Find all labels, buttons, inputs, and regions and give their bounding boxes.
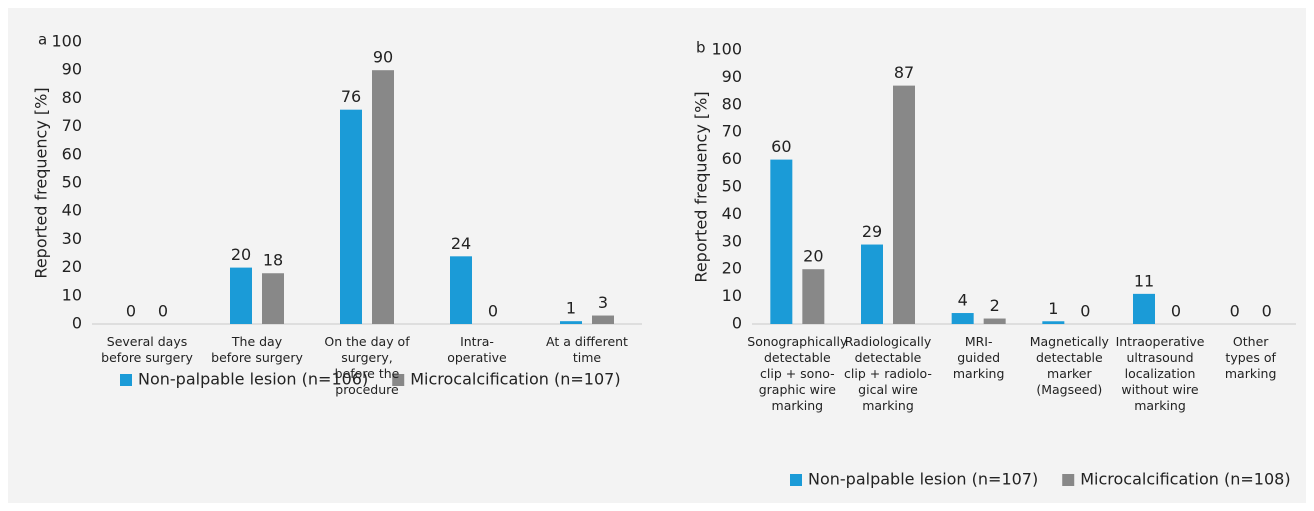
value-label: 24 [451, 234, 471, 253]
y-tick-label: 20 [722, 259, 742, 278]
x-tick-label: Several days before surgery [101, 334, 193, 365]
value-label: 2 [990, 296, 1000, 315]
y-tick-label: 50 [62, 173, 82, 192]
x-tick-label: The day before surgery [211, 334, 303, 365]
bar [340, 109, 362, 325]
legend-label: Microcalcification (n=108) [1080, 470, 1290, 489]
x-tick-label: Intra- operative [447, 334, 507, 365]
y-axis-label: Reported frequency [%] [32, 87, 51, 278]
x-tick-label: Sonographically detectable clip + sono- … [747, 334, 848, 413]
y-tick-label: 10 [722, 286, 742, 305]
x-tick-label: Intraoperative ultrasound localization w… [1115, 334, 1205, 413]
value-label: 0 [1262, 302, 1272, 321]
y-tick-label: 0 [732, 314, 742, 333]
bar [951, 313, 974, 324]
value-label: 4 [958, 291, 968, 310]
x-tick-label: At a different time [546, 334, 628, 365]
value-label: 29 [862, 222, 882, 241]
x-tick-label: MRI- guided marking [952, 334, 1005, 381]
value-label: 0 [126, 302, 136, 321]
bar [230, 267, 252, 324]
y-tick-label: 40 [722, 204, 742, 223]
bar [560, 321, 582, 324]
x-tick-label: Magnetically detectable marker (Magseed) [1029, 334, 1109, 397]
value-label: 1 [1048, 299, 1058, 318]
panel-label: a [38, 31, 47, 49]
x-tick-label: On the day of surgery, before the proced… [324, 334, 410, 397]
value-label: 76 [341, 87, 361, 106]
value-label: 0 [1230, 302, 1240, 321]
bar [983, 318, 1006, 324]
bar [450, 256, 472, 324]
y-tick-label: 90 [62, 60, 82, 79]
bar [262, 273, 284, 324]
y-tick-label: 100 [711, 40, 742, 59]
y-tick-label: 80 [62, 88, 82, 107]
y-tick-label: 40 [62, 201, 82, 220]
value-label: 0 [1171, 302, 1181, 321]
legend-label: Microcalcification (n=107) [410, 370, 620, 389]
y-axis-label: Reported frequency [%] [692, 91, 711, 282]
value-label: 3 [598, 293, 608, 312]
legend-label: Non-palpable lesion (n=107) [808, 470, 1038, 489]
value-label: 11 [1134, 271, 1154, 290]
bar [893, 85, 915, 325]
bar [1133, 293, 1155, 324]
legend-swatch [392, 374, 405, 386]
y-tick-label: 60 [722, 149, 742, 168]
y-tick-label: 0 [72, 314, 82, 333]
bar [372, 70, 394, 324]
y-tick-label: 20 [62, 257, 82, 276]
legend-swatch [120, 374, 132, 386]
y-tick-label: 30 [62, 229, 82, 248]
y-tick-label: 60 [62, 144, 82, 163]
value-label: 87 [894, 63, 914, 82]
bar [1042, 321, 1065, 324]
panel-label: b [696, 39, 706, 57]
bar [802, 269, 825, 324]
y-tick-label: 10 [62, 285, 82, 304]
value-label: 20 [231, 245, 251, 264]
x-tick-label: Radiologically detectable clip + radiolo… [844, 334, 932, 413]
y-tick-label: 30 [722, 231, 742, 250]
value-label: 60 [771, 137, 791, 156]
bar [770, 159, 793, 324]
background [8, 8, 1306, 503]
value-label: 20 [803, 247, 823, 266]
value-label: 18 [263, 251, 283, 270]
legend-swatch [1062, 474, 1075, 486]
x-tick-label: Other types of marking [1224, 334, 1277, 381]
legend-swatch [790, 474, 802, 486]
legend-label: Non-palpable lesion (n=106) [138, 370, 368, 389]
value-label: 90 [373, 48, 393, 67]
y-tick-label: 70 [722, 122, 742, 141]
value-label: 0 [1080, 302, 1090, 321]
y-tick-label: 100 [51, 32, 82, 51]
y-tick-label: 70 [62, 116, 82, 135]
y-tick-label: 80 [722, 94, 742, 113]
value-label: 0 [158, 302, 168, 321]
value-label: 1 [566, 299, 576, 318]
value-label: 0 [488, 302, 498, 321]
y-tick-label: 50 [722, 177, 742, 196]
bar [861, 244, 883, 324]
y-tick-label: 90 [722, 67, 742, 86]
bar [592, 315, 614, 324]
